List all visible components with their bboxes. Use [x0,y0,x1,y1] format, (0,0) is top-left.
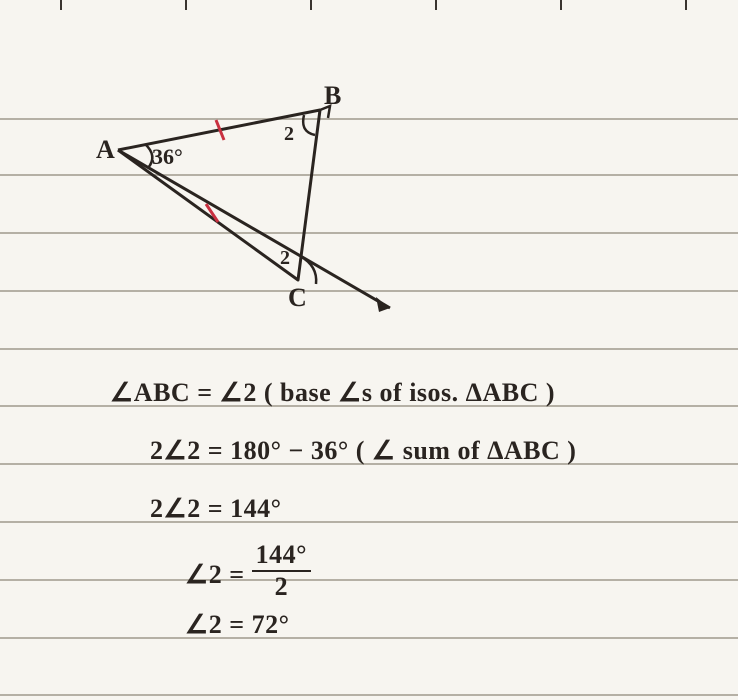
top-ruler-ticks [0,0,738,12]
step-3: 2∠2 = 144° [150,494,282,524]
fraction-den: 2 [252,572,311,600]
angle-2-bot: 2 [280,247,290,269]
angle-2-top: 2 [284,123,294,145]
step-4-lhs: ∠2 = [185,560,252,589]
step-2: 2∠2 = 180° − 36° ( ∠ sum of ΔABC ) [150,436,576,466]
step-5: ∠2 = 72° [185,610,290,640]
vertex-A-label: A [96,135,115,164]
fraction-num: 144° [252,542,311,572]
step-4: ∠2 = 144° 2 [185,548,311,606]
vertex-C-label: C [288,283,307,312]
angle-A-value: 36° [152,144,183,169]
vertex-B-label: B [324,81,341,110]
triangle-diagram: A B C 36° 2 2 [40,60,460,340]
fraction: 144° 2 [252,542,311,600]
step-1: ∠ABC = ∠2 ( base ∠s of isos. ΔABC ) [110,378,555,408]
